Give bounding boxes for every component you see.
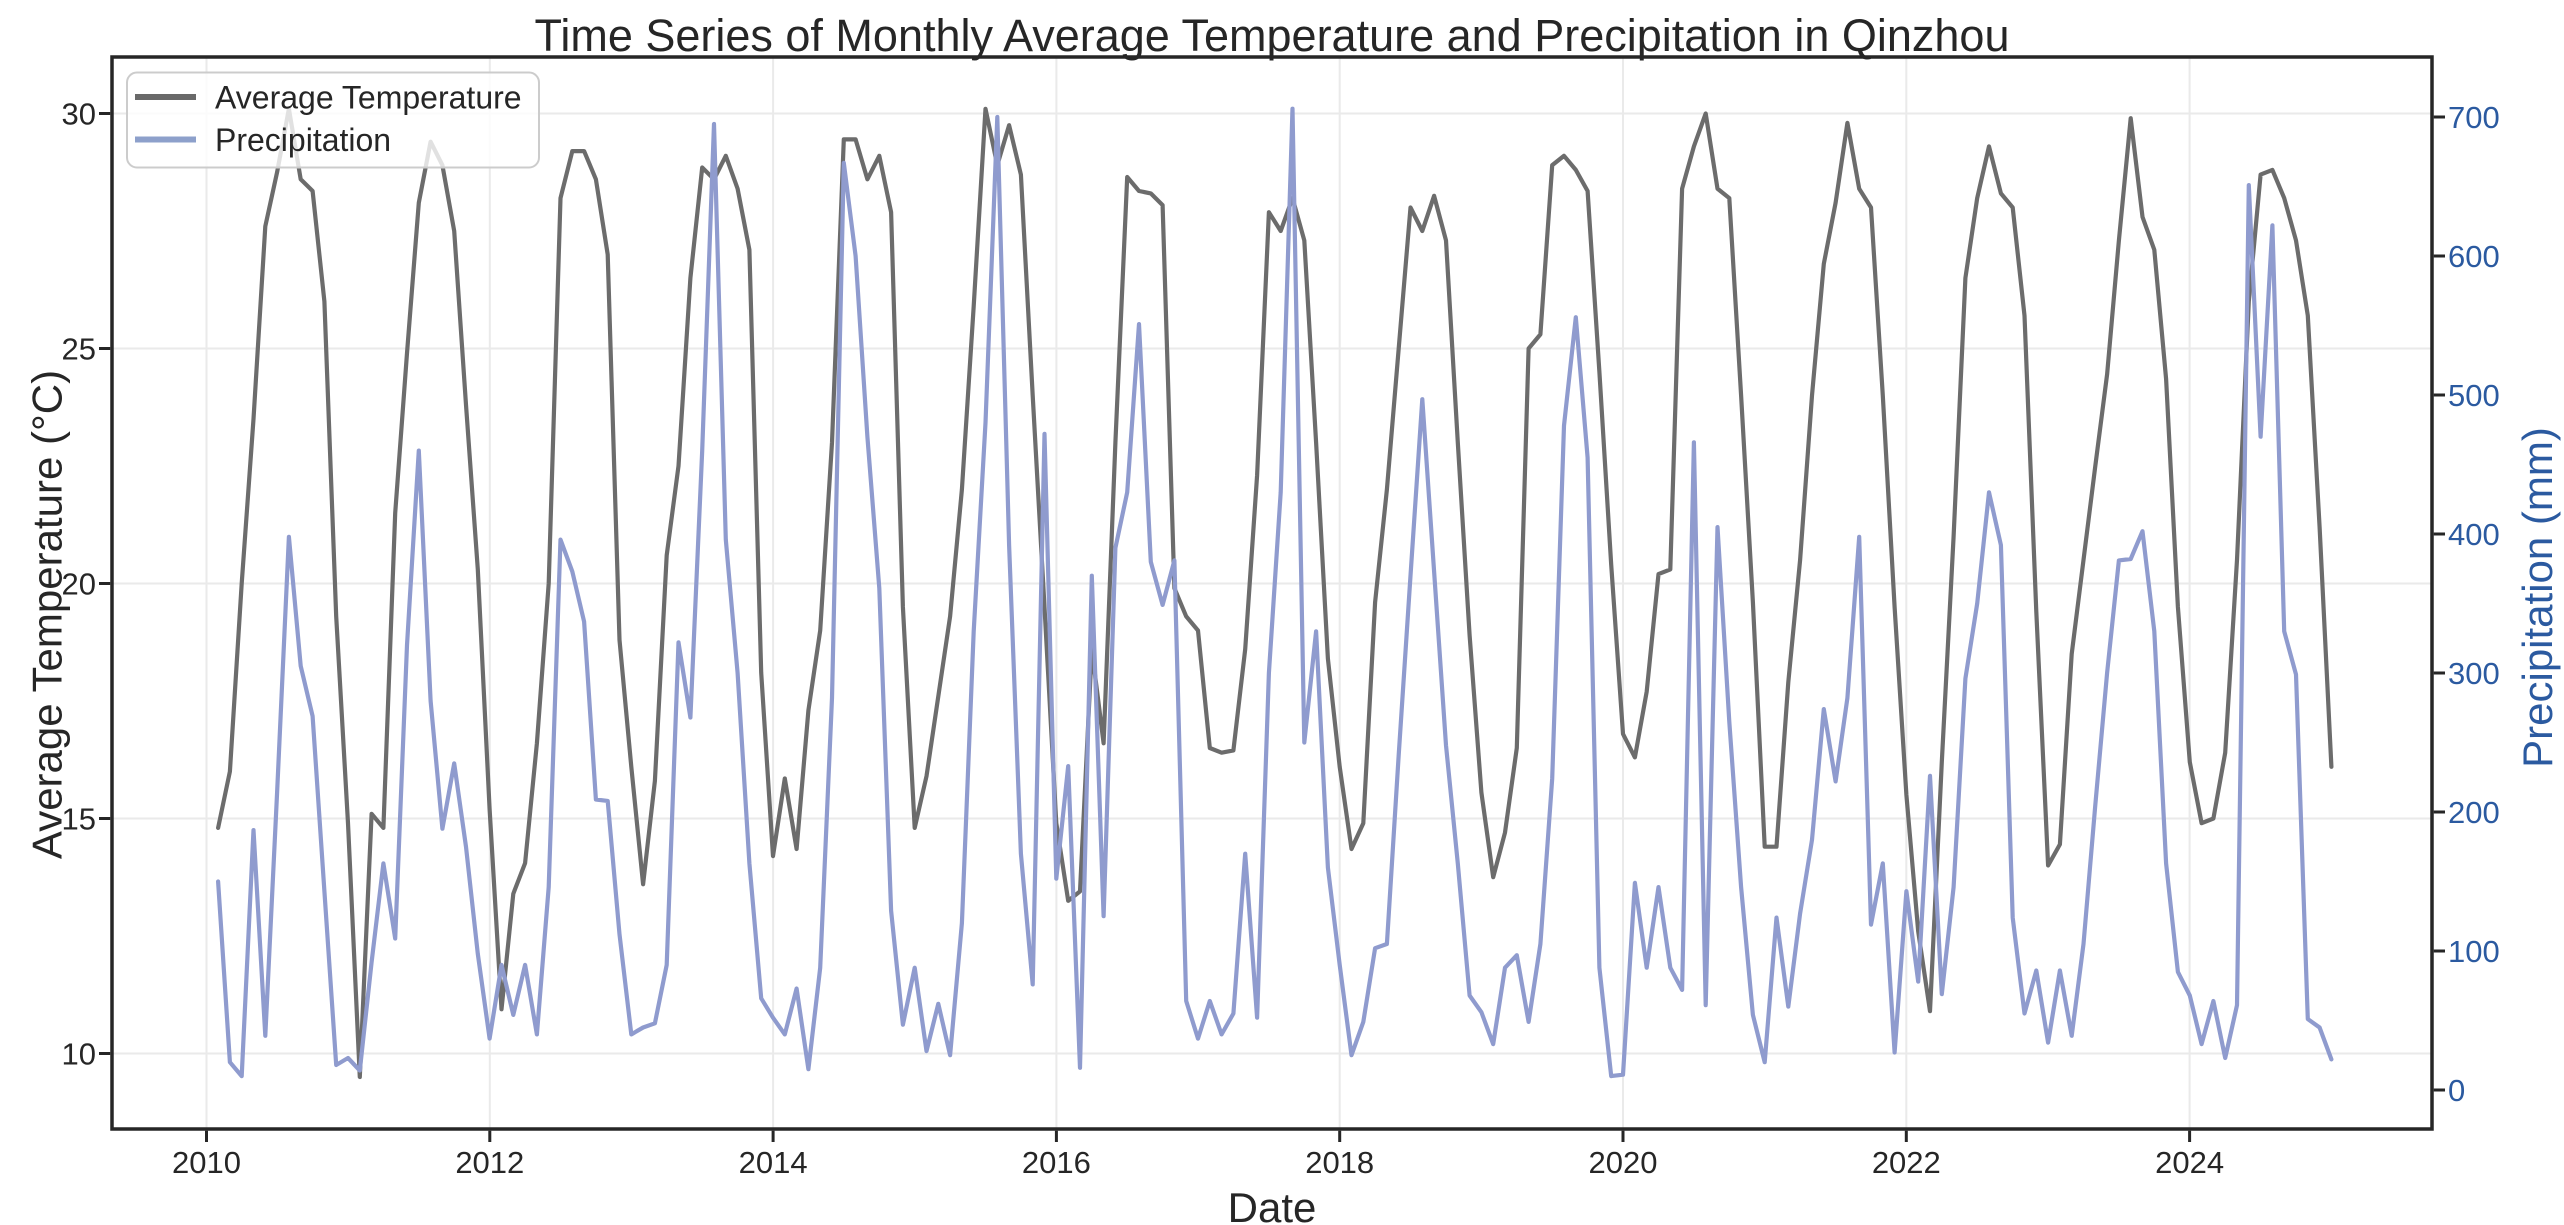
svg-text:Date: Date — [1228, 1184, 1317, 1225]
svg-text:2016: 2016 — [1022, 1145, 1091, 1180]
svg-text:Average Temperature (°C): Average Temperature (°C) — [24, 370, 71, 859]
svg-text:Time Series of Monthly Average: Time Series of Monthly Average Temperatu… — [535, 10, 2010, 61]
svg-text:Precipitation (mm): Precipitation (mm) — [2514, 427, 2561, 768]
svg-text:30: 30 — [62, 97, 96, 132]
svg-text:600: 600 — [2448, 239, 2500, 274]
svg-text:2024: 2024 — [2155, 1145, 2224, 1180]
svg-text:400: 400 — [2448, 517, 2500, 552]
svg-text:2020: 2020 — [1589, 1145, 1658, 1180]
svg-text:2014: 2014 — [739, 1145, 808, 1180]
svg-text:Precipitation: Precipitation — [215, 122, 391, 158]
svg-text:200: 200 — [2448, 795, 2500, 830]
svg-text:2010: 2010 — [172, 1145, 241, 1180]
svg-text:10: 10 — [62, 1037, 96, 1072]
svg-text:700: 700 — [2448, 100, 2500, 135]
svg-text:Average Temperature: Average Temperature — [215, 80, 522, 116]
svg-text:0: 0 — [2448, 1073, 2465, 1108]
svg-text:20: 20 — [62, 567, 96, 602]
svg-text:15: 15 — [62, 802, 96, 837]
svg-text:300: 300 — [2448, 656, 2500, 691]
svg-text:100: 100 — [2448, 934, 2500, 969]
svg-text:2018: 2018 — [1305, 1145, 1374, 1180]
svg-text:2012: 2012 — [455, 1145, 524, 1180]
svg-text:500: 500 — [2448, 378, 2500, 413]
svg-text:25: 25 — [62, 332, 96, 367]
svg-text:2022: 2022 — [1872, 1145, 1941, 1180]
